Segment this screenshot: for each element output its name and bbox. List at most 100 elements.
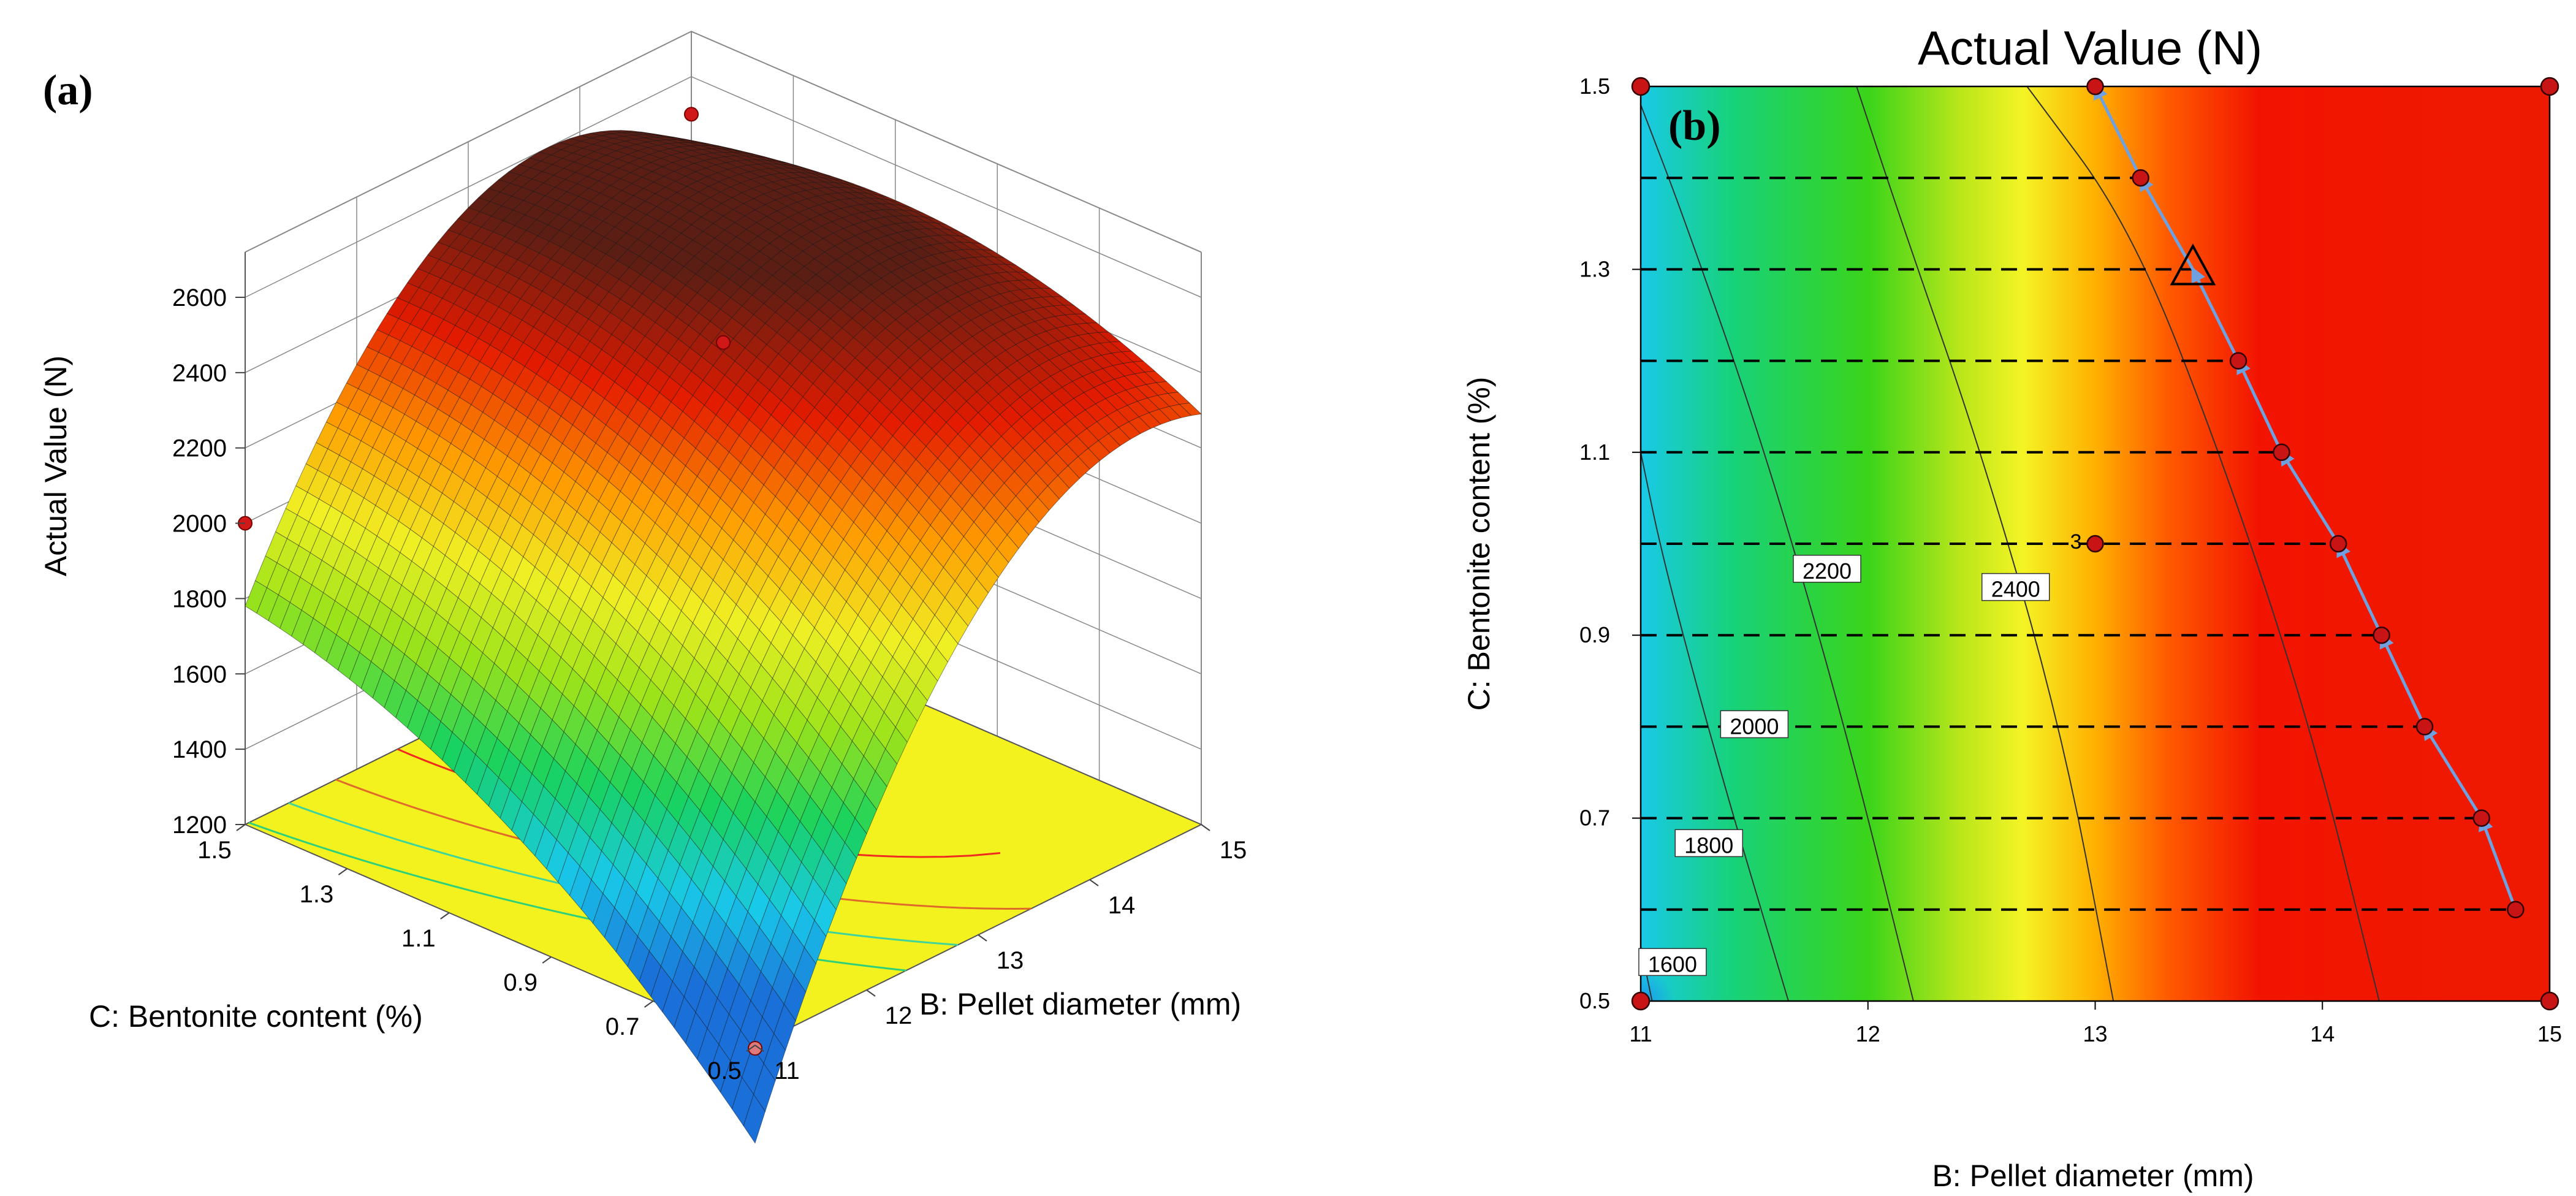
- corner-point: [2540, 991, 2559, 1011]
- panel-b-x-ticks: 11 12 13 14 15: [1629, 1001, 2562, 1046]
- panel-a-x-ticks: 11 12 13 14 15: [754, 824, 1247, 1084]
- optimum-triangle: [2170, 243, 2216, 286]
- y-tick-label: 0.7: [606, 1013, 640, 1040]
- center-point-label: 3: [2070, 530, 2082, 554]
- contour-label-box: [1981, 573, 2050, 601]
- z-tick-label: 1600: [172, 661, 227, 688]
- contour-label: 1600: [1648, 951, 1697, 977]
- panel-a-z-label: Actual Value (N): [39, 356, 73, 576]
- z-tick-label: 2200: [172, 435, 227, 462]
- panel-b-contour-labels: 1600 1800 2000 2200 2400: [1638, 555, 2050, 977]
- z-tick-label: 2400: [172, 360, 227, 387]
- contour-line: [1640, 452, 1789, 1002]
- contour-label: 1800: [1684, 832, 1733, 858]
- y-tick-label: 1.3: [300, 881, 334, 908]
- contour-label-box: [1720, 710, 1789, 739]
- panel-a-y-ticks: 0.5 0.7 0.9 1.1 1.3 1.5: [197, 824, 756, 1084]
- ridge-point: [2086, 77, 2104, 96]
- y-tick: [644, 1000, 654, 1008]
- x-tick-label: 15: [1220, 837, 1247, 864]
- y-tick-label: 0.7: [1579, 806, 1610, 831]
- ridge-point: [2132, 169, 2149, 187]
- contour-label-box: [1793, 555, 1861, 583]
- ridge-arrow: [2094, 83, 2142, 179]
- z-tick-label: 2000: [172, 511, 227, 538]
- z-tick-label: 1800: [172, 585, 227, 612]
- panel-b-markers: 3: [1631, 77, 2559, 1011]
- ridge-arrow: [2236, 358, 2283, 453]
- z-tick-label: 2600: [172, 284, 227, 311]
- y-tick: [236, 824, 246, 831]
- contour-label: 2400: [1991, 577, 2040, 602]
- y-tick-label: 1.3: [1579, 256, 1610, 281]
- ridge-point: [2273, 443, 2290, 462]
- ridge-arrow: [2423, 724, 2483, 819]
- y-tick-label: 0.9: [503, 969, 538, 996]
- x-tick-label: 11: [1629, 1021, 1652, 1046]
- panel-b-label: (b): [1668, 102, 1721, 150]
- x-tick-label: 13: [997, 947, 1024, 974]
- x-tick-label: 12: [1856, 1021, 1880, 1046]
- ridge-point: [2229, 352, 2247, 370]
- surface-patch: [743, 1094, 766, 1144]
- x-tick-label: 11: [774, 1057, 800, 1084]
- design-point: [748, 1041, 762, 1056]
- x-tick-label: 12: [885, 1002, 913, 1029]
- y-tick-label: 1.1: [1579, 440, 1610, 465]
- contour-line: [2026, 86, 2380, 1002]
- y-tick: [542, 956, 552, 964]
- ridge-arrow: [2139, 175, 2195, 270]
- corner-point: [1631, 991, 1651, 1011]
- y-tick-label: 0.5: [707, 1057, 742, 1084]
- y-tick: [746, 1045, 756, 1052]
- panel-a-z-ticks: 1200 1400 1600 1800 2000 2200 2400 2600: [172, 284, 245, 839]
- panel-b-y-ticks: 0.5 0.7 0.9 1.1 1.3 1.5: [1579, 74, 1641, 1013]
- panel-b: Actual Value (N) (b) 11 12 13 14 15 0.50.70.…: [1462, 21, 2562, 1193]
- corner-point: [2540, 77, 2559, 96]
- ridge-arrow: [2479, 815, 2517, 910]
- panel-b-ridge-path: [2094, 83, 2517, 910]
- x-tick-label: 14: [2310, 1021, 2335, 1046]
- x-tick-label: 15: [2537, 1021, 2562, 1046]
- y-tick-label: 1.5: [1579, 74, 1610, 99]
- x-tick: [754, 1045, 764, 1052]
- x-tick-label: 13: [2083, 1021, 2107, 1046]
- contour-line: [1640, 104, 1914, 1002]
- z-tick-label: 1400: [172, 736, 227, 763]
- ridge-arrow: [2279, 449, 2340, 545]
- ridge-point: [2507, 901, 2525, 919]
- ridge-point: [2373, 626, 2390, 644]
- contour-label: 2000: [1730, 714, 1779, 739]
- wall-grid-line: [245, 76, 1202, 298]
- y-tick: [338, 868, 348, 875]
- design-point: [716, 335, 731, 350]
- design-point: [684, 107, 699, 122]
- ridge-point: [2329, 535, 2347, 553]
- x-tick: [1201, 824, 1210, 831]
- y-tick-label: 0.5: [1579, 988, 1610, 1013]
- panel-a-y-label: C: Bentonite content (%): [89, 999, 423, 1034]
- corner-point: [1631, 77, 1651, 96]
- ridge-arrow: [2379, 632, 2426, 728]
- ridge-arrow: [2336, 541, 2383, 636]
- contour-label-box: [1674, 829, 1743, 858]
- panel-b-x-label: B: Pellet diameter (mm): [1932, 1159, 2254, 1193]
- y-tick-label: 1.5: [197, 837, 232, 864]
- contour-label: 2200: [1803, 558, 1852, 584]
- panel-a-label: (a): [43, 67, 93, 114]
- panel-a-surface: [245, 130, 1202, 1144]
- top-edge: [245, 31, 1202, 253]
- z-tick-label: 1200: [172, 812, 227, 839]
- y-tick: [440, 912, 450, 920]
- x-tick-label: 14: [1108, 892, 1136, 919]
- contour-label-box: [1638, 948, 1707, 977]
- panel-b-title: Actual Value (N): [1918, 21, 2262, 75]
- ridge-point: [2415, 718, 2434, 736]
- y-tick-label: 0.9: [1579, 622, 1610, 647]
- y-tick-label: 1.1: [401, 925, 436, 952]
- panel-a-x-label: B: Pellet diameter (mm): [919, 987, 1241, 1021]
- center-point: [2086, 535, 2104, 553]
- x-tick: [866, 989, 876, 997]
